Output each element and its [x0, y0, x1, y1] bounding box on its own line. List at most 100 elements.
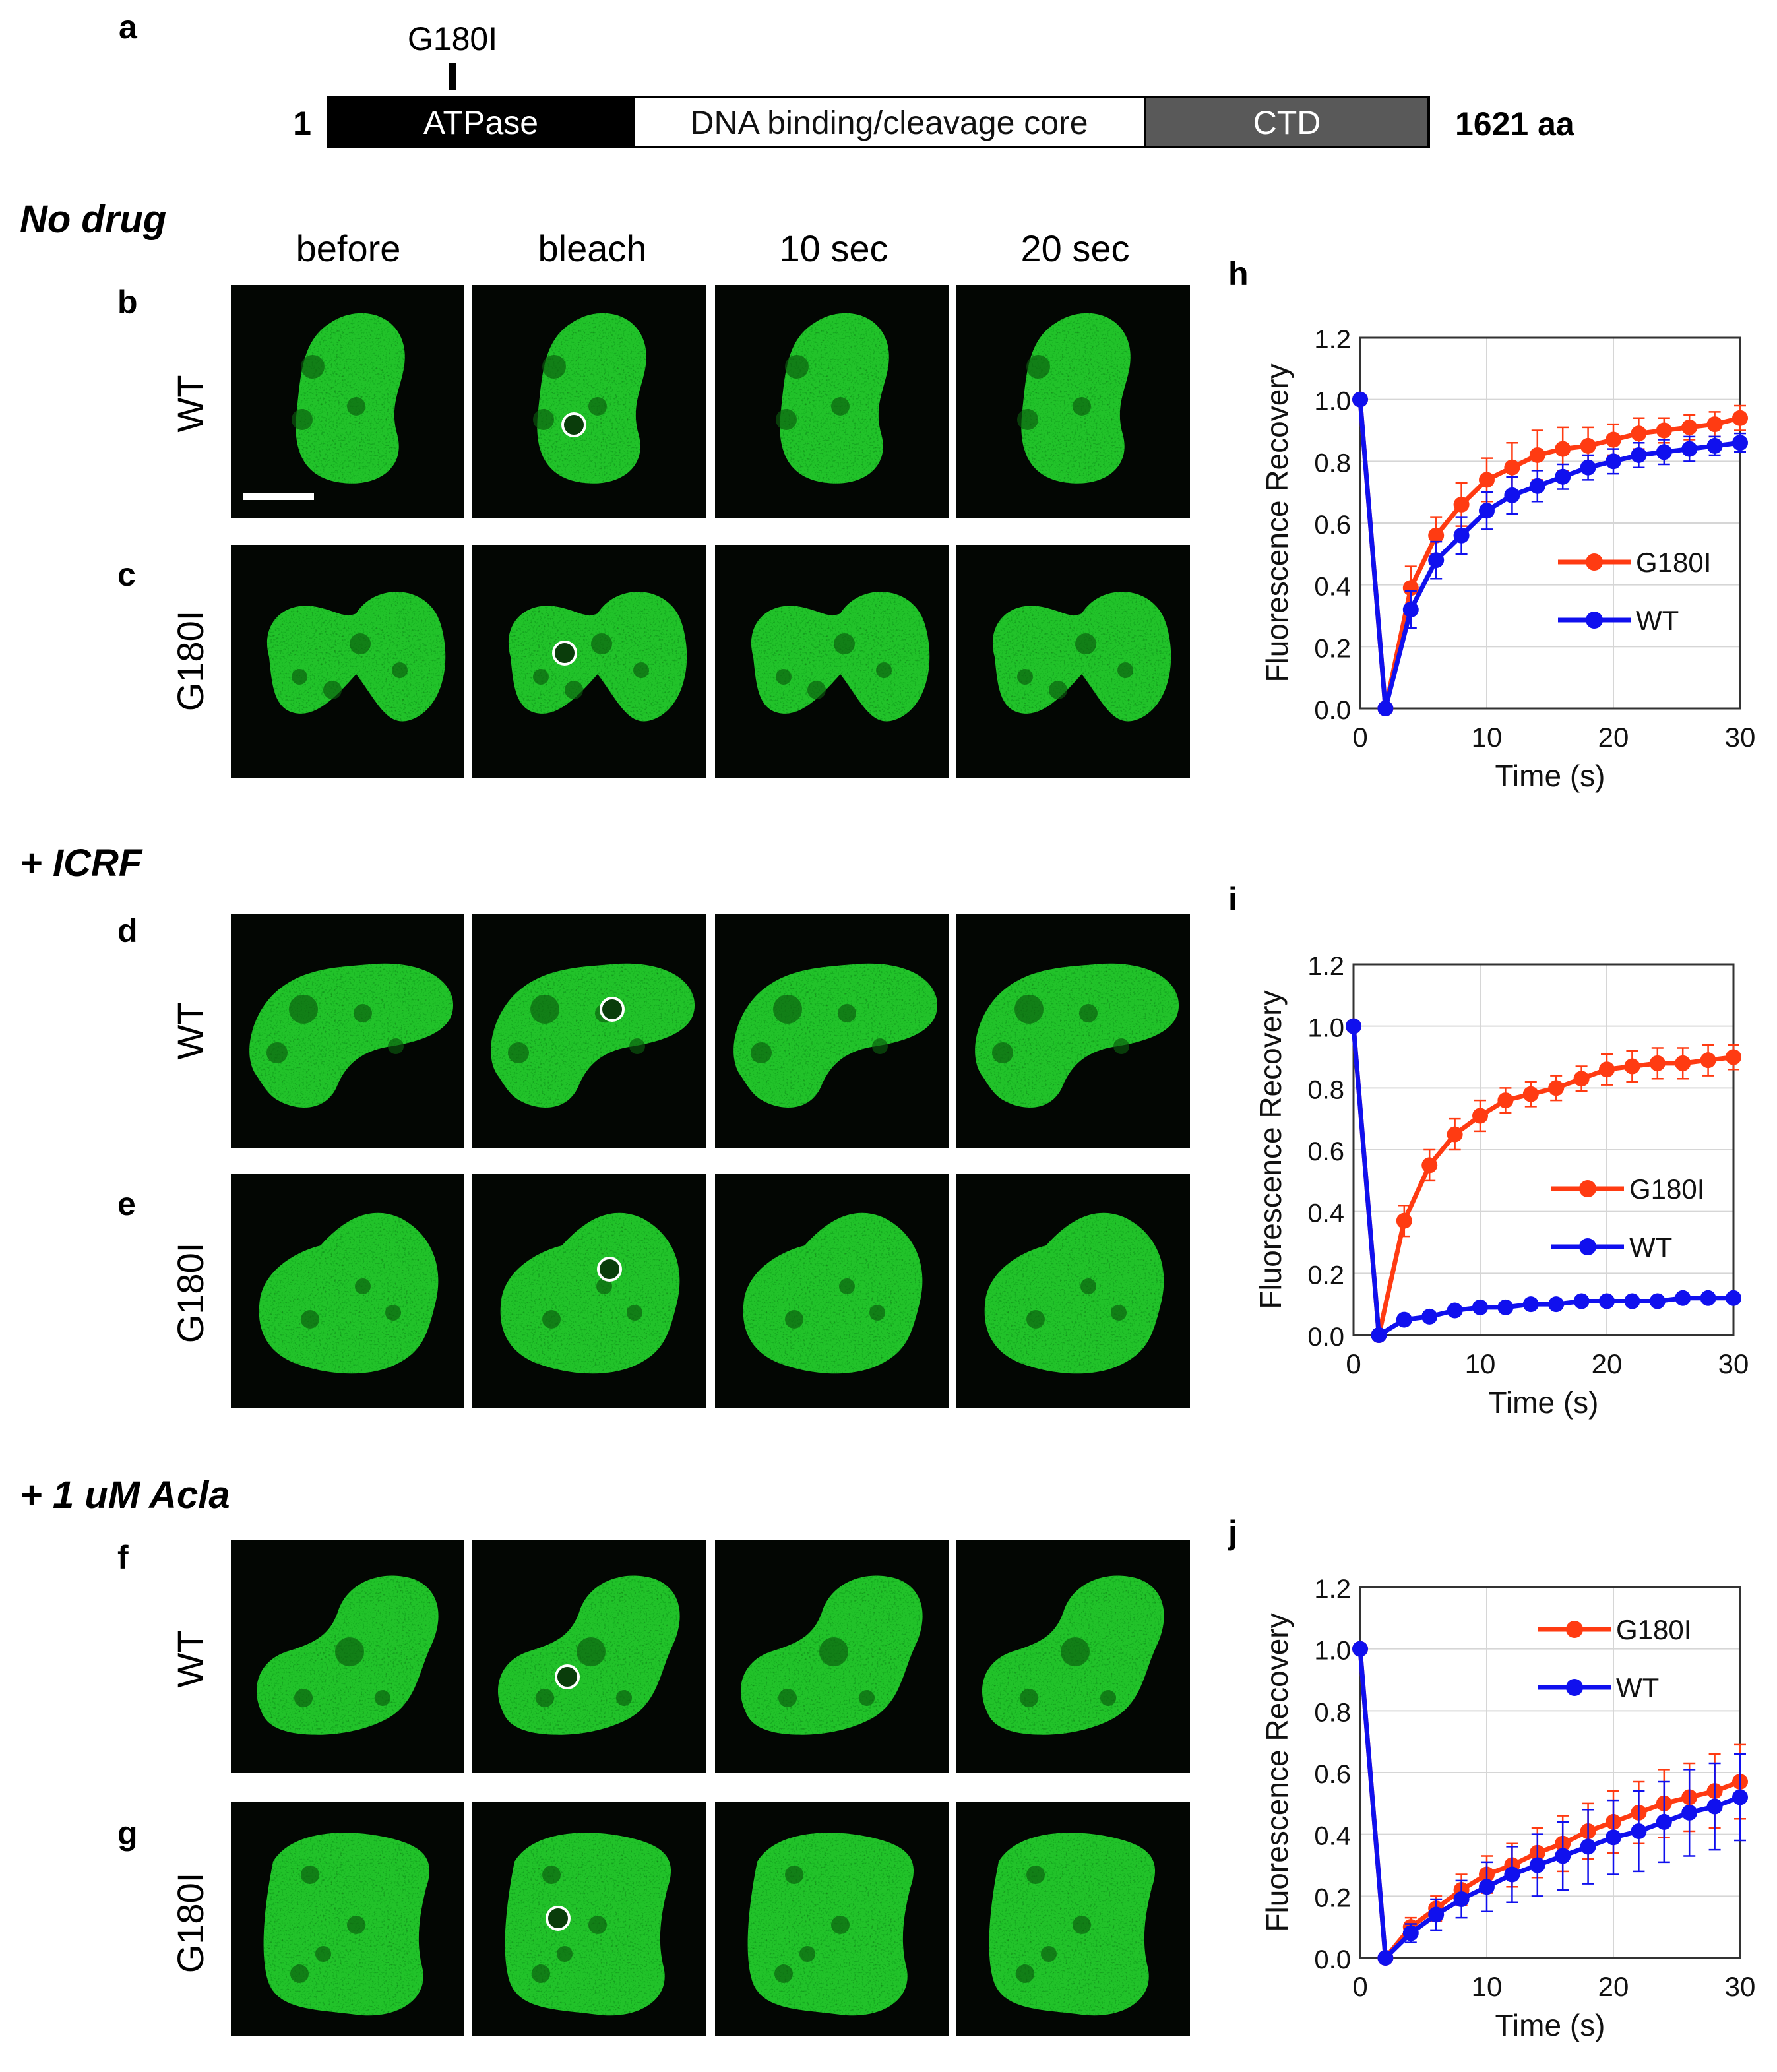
nucleolus [1111, 1305, 1127, 1321]
data-point [1656, 1813, 1672, 1830]
data-point [1631, 1823, 1647, 1839]
nucleolus [839, 1278, 855, 1294]
nucleolus [831, 397, 850, 416]
data-point [1599, 1061, 1615, 1078]
data-point [1726, 1049, 1741, 1065]
series-line [1357, 1648, 1741, 1963]
data-point [1573, 1071, 1590, 1087]
chart-j: 0.0 0.2 0.4 0.6 0.8 1.0 1.2 0 10 20 30 Time (s) Fluo… [1260, 1575, 1755, 2042]
row-label-g180i-2: G180I [170, 1243, 211, 1344]
data-point [1656, 422, 1672, 439]
domain-map: a G180I 1 ATPase DNA binding/cleavage co… [119, 9, 1575, 148]
data-point [1675, 1290, 1691, 1306]
nucleolus [392, 662, 408, 678]
bleach-roi-circle [552, 641, 577, 666]
column-header-10-sec: 10 sec [780, 228, 888, 269]
mutation-label: G180I [408, 20, 497, 57]
x-tick-label: 30 [1718, 1348, 1749, 1379]
y-tick-label: 1.2 [1314, 325, 1351, 354]
column-header-before: before [296, 228, 401, 269]
mutation-tick [449, 63, 456, 90]
condition-acla: + 1 uM Acla [20, 1474, 230, 1517]
micrograph-grid [231, 285, 1190, 2036]
column-header-20-sec: 20 sec [1021, 228, 1130, 269]
nucleolus [289, 995, 318, 1024]
data-point [1726, 1290, 1741, 1306]
data-point [1371, 1327, 1387, 1343]
nucleolus [1014, 995, 1044, 1024]
data-point [1631, 447, 1647, 463]
plot-frame [1352, 963, 1735, 1336]
nucleolus [557, 1946, 573, 1962]
nucleolus [876, 662, 892, 678]
legend-label: G180I [1629, 1174, 1704, 1205]
micrograph-r3-c1 [231, 914, 464, 1148]
scale-bar [243, 493, 314, 500]
data-point [1706, 437, 1723, 454]
data-point [1580, 437, 1596, 454]
nucleolus [294, 1689, 313, 1707]
nucleolus [807, 681, 826, 699]
nucleolus [1026, 355, 1050, 379]
domain-start-label: 1 [293, 105, 311, 142]
micrograph-r3-c2 [472, 914, 706, 1148]
data-point [1529, 1857, 1545, 1873]
legend-label: WT [1636, 605, 1679, 636]
series-line [1351, 1026, 1734, 1336]
bleach-roi-circle [546, 1906, 571, 1931]
data-point [1504, 459, 1520, 476]
panel-label-b: b [117, 284, 138, 321]
micrograph-r1-c1 [231, 285, 464, 518]
micrograph-r4-c3 [715, 1174, 949, 1408]
nucleus [537, 313, 646, 484]
legend-marker [1579, 1238, 1596, 1255]
series-line [1357, 1648, 1741, 1964]
y-tick-label: 0.8 [1314, 449, 1351, 478]
nucleolus [872, 1038, 888, 1054]
nucleolus [1017, 669, 1033, 685]
data-point [1402, 1925, 1419, 1941]
x-tick-label: 10 [1472, 722, 1503, 753]
nucleolus [301, 355, 325, 379]
nucleolus [508, 1042, 529, 1063]
nucleolus [354, 1004, 372, 1022]
nucleolus [785, 1866, 803, 1884]
domain-end-label: 1621 aa [1455, 106, 1575, 142]
y-tick-label: 0.4 [1307, 1199, 1344, 1228]
y-tick-label: 1.0 [1314, 1637, 1351, 1666]
nucleolus [292, 409, 313, 430]
nucleolus [629, 1038, 645, 1054]
x-tick-label: 20 [1592, 1348, 1623, 1379]
nucleolus [355, 1278, 371, 1294]
domain-core [632, 96, 1146, 148]
micrograph-r4-c4 [956, 1174, 1190, 1408]
nucleolus [992, 1042, 1013, 1063]
legend-marker [1579, 1180, 1596, 1197]
nucleolus [1026, 1866, 1045, 1884]
domain-atpase-label: ATPase [423, 104, 538, 141]
nucleolus [347, 1916, 365, 1934]
legend-entry-wt: WT [1538, 1672, 1659, 1703]
data-point [1555, 468, 1571, 485]
data-point [1656, 444, 1672, 460]
data-point [1631, 425, 1647, 442]
nucleolus [838, 1004, 856, 1022]
data-point [1421, 1157, 1438, 1174]
data-point [1573, 1293, 1590, 1309]
nucleolus [350, 633, 371, 654]
micrograph-r5-c2 [472, 1540, 706, 1773]
data-point [1681, 419, 1698, 435]
data-point [1732, 435, 1748, 451]
y-tick-label: 0.6 [1314, 1760, 1351, 1789]
nucleolus [385, 1305, 401, 1321]
data-point [1421, 1308, 1438, 1325]
data-point [1681, 441, 1698, 457]
panel-label-c: c [117, 556, 136, 593]
nucleolus [1073, 397, 1091, 416]
x-tick-label: 0 [1346, 1348, 1361, 1379]
nucleolus [533, 669, 549, 685]
micrograph-r4-c2 [472, 1174, 706, 1408]
legend-entry-wt: WT [1558, 605, 1679, 636]
nucleolus [773, 995, 802, 1024]
x-axis-label: Time (s) [1495, 2008, 1606, 2042]
